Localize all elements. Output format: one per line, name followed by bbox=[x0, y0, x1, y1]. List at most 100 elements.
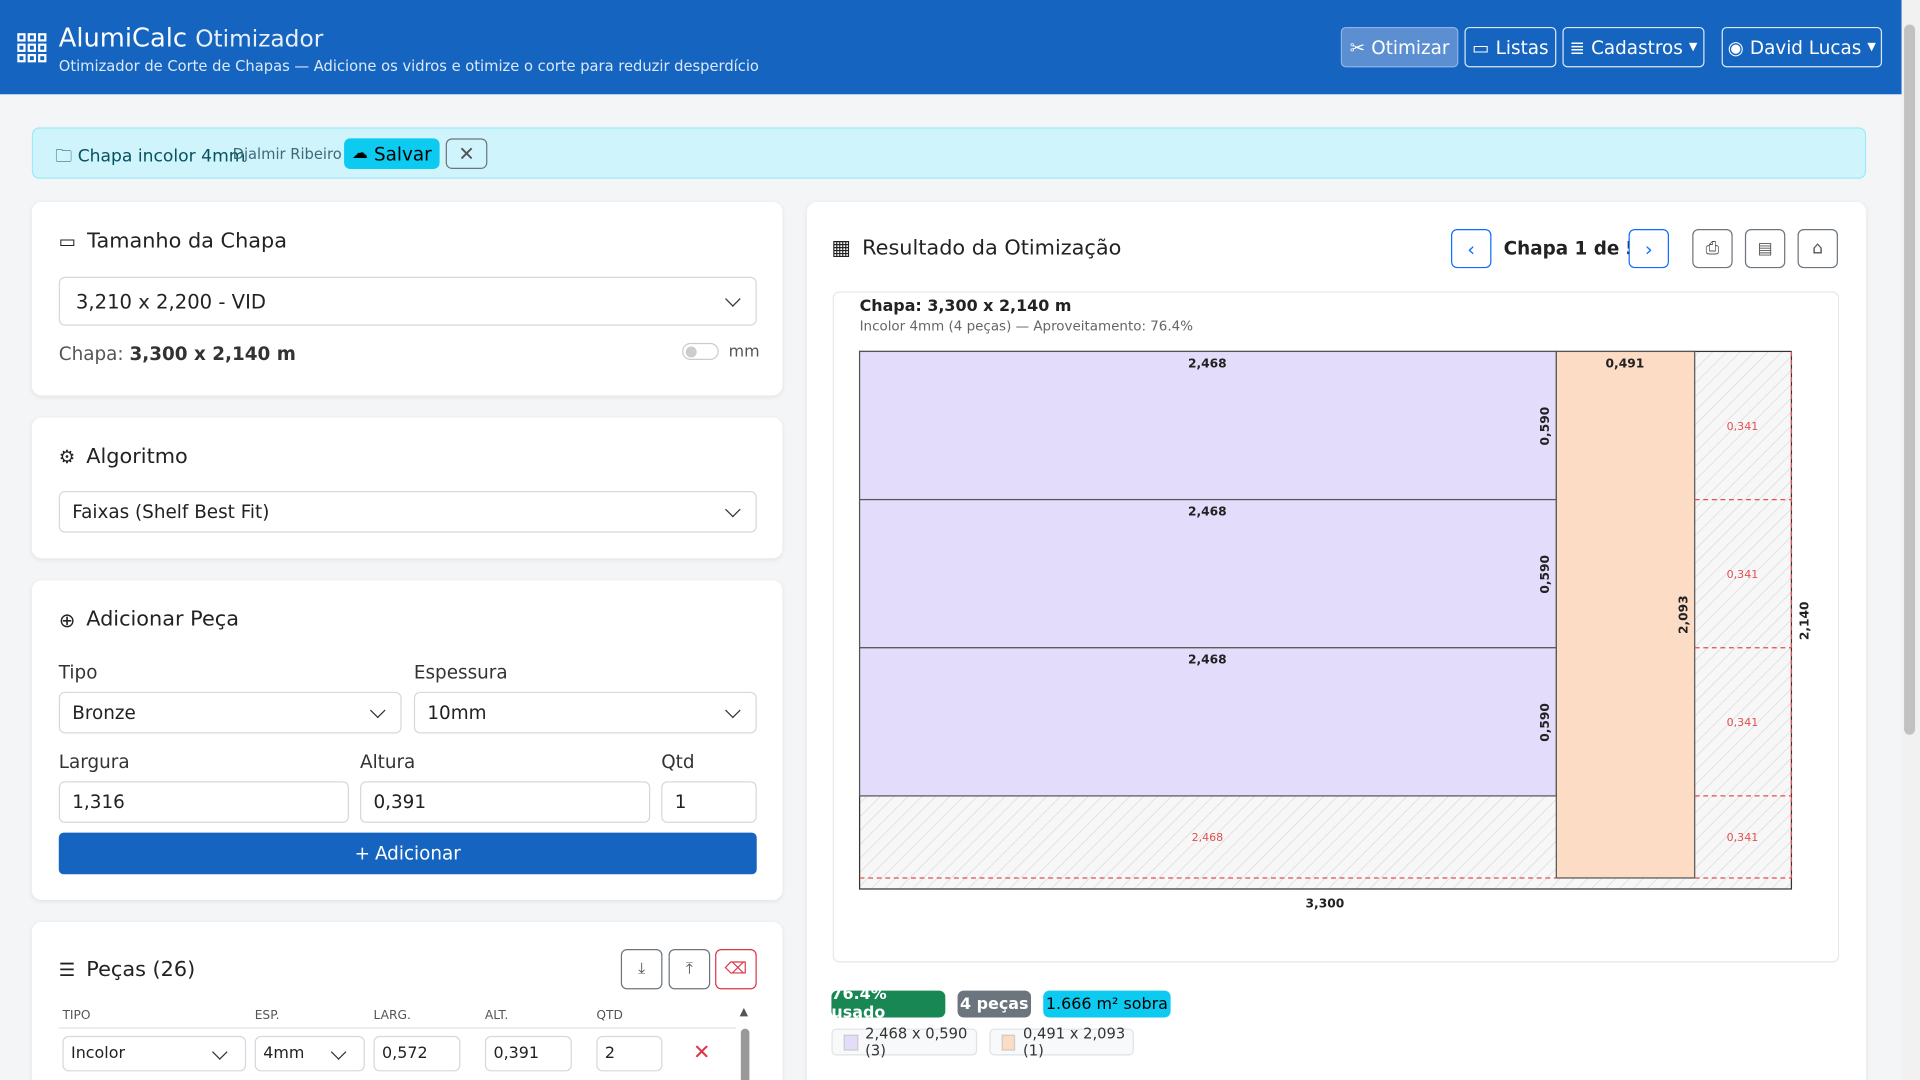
decoration: + bbox=[354, 842, 371, 865]
print-button[interactable]: ⎙ bbox=[1692, 228, 1733, 269]
save-button[interactable]: ☁ Salvar bbox=[344, 138, 440, 169]
text: Faixas (Shelf Best Fit) bbox=[72, 500, 270, 523]
text: Otimizar bbox=[1371, 36, 1450, 59]
text: Listas bbox=[1495, 36, 1549, 59]
piece bbox=[858, 350, 1557, 501]
decoration: ≣ bbox=[1569, 36, 1585, 59]
badge-pieces: 4 peças bbox=[957, 990, 1032, 1018]
text: 2,468 x 0,590 (3) bbox=[865, 1024, 968, 1060]
decoration bbox=[725, 291, 741, 307]
row-height[interactable]: 0,391 bbox=[484, 1035, 572, 1072]
row-qty[interactable]: 2 bbox=[596, 1035, 663, 1072]
width-input[interactable]: 1,316 bbox=[58, 781, 349, 823]
text: Chapa incolor 4mm bbox=[77, 146, 246, 167]
nav-listas[interactable]: ▭ Listas bbox=[1464, 26, 1557, 68]
decoration: ✂ bbox=[1349, 36, 1366, 59]
col-header: QTD bbox=[596, 1008, 623, 1023]
height-input[interactable]: 0,391 bbox=[360, 781, 651, 823]
scrap-label: 2,468 bbox=[1192, 831, 1224, 844]
brand-name: AlumiCalc bbox=[58, 23, 188, 53]
piece bbox=[858, 498, 1557, 649]
decoration bbox=[858, 350, 1696, 879]
decoration: ▲ bbox=[739, 1006, 749, 1019]
decoration bbox=[27, 33, 37, 42]
table-header bbox=[58, 1004, 736, 1029]
decoration bbox=[740, 1028, 750, 1080]
sheet-subtitle: Incolor 4mm (4 peças) — Aproveitamento: … bbox=[860, 320, 1194, 335]
decoration bbox=[27, 43, 37, 52]
piece-label: 0,590 bbox=[1538, 407, 1552, 446]
nav-cadastros[interactable]: ≣ Cadastros ▼ bbox=[1562, 26, 1705, 68]
piece-label: 0,491 bbox=[1606, 356, 1645, 370]
nav-otimizar[interactable]: ✂ Otimizar bbox=[1340, 26, 1459, 68]
qty-label: Qtd bbox=[661, 750, 695, 773]
badge-used: 76.4% usado bbox=[831, 986, 946, 1022]
banner bbox=[31, 127, 1867, 179]
decoration bbox=[725, 702, 741, 719]
brand: AlumiCalc Otimizador bbox=[59, 23, 323, 52]
label-button[interactable]: ⌂ bbox=[1797, 228, 1838, 269]
report-button[interactable]: ▤ bbox=[1744, 228, 1786, 269]
legend-item: 2,468 x 0,590 (3) bbox=[831, 1025, 978, 1059]
decoration bbox=[17, 33, 26, 42]
import-button[interactable]: ⤓ bbox=[620, 948, 663, 990]
decoration bbox=[1904, 24, 1916, 735]
decoration: ▼ bbox=[1867, 41, 1876, 54]
decoration: ☰ bbox=[58, 958, 76, 981]
sheet-size-select[interactable]: 3,210 x 2,200 - VID bbox=[58, 276, 757, 326]
text: Algoritmo bbox=[86, 444, 188, 469]
text: Adicionar bbox=[374, 842, 461, 865]
scrap-label: 0,341 bbox=[1727, 568, 1759, 581]
qty-input[interactable]: 1 bbox=[661, 781, 757, 823]
export-button[interactable]: ⤒ bbox=[668, 948, 711, 990]
decoration bbox=[17, 33, 47, 63]
row-width[interactable]: 0,572 bbox=[373, 1035, 461, 1072]
scrollbar[interactable] bbox=[1901, 0, 1920, 1080]
text: Incolor bbox=[71, 1044, 126, 1063]
prev-button[interactable]: ‹ bbox=[1451, 228, 1492, 269]
decoration bbox=[330, 1043, 347, 1060]
decoration bbox=[212, 1043, 228, 1060]
decoration: ▭ bbox=[1472, 36, 1490, 59]
text: 0,491 x 2,093 (1) bbox=[1023, 1024, 1126, 1060]
user-menu[interactable]: ◉ David Lucas ▼ bbox=[1721, 26, 1883, 68]
close-button[interactable]: ✕ bbox=[445, 138, 488, 169]
piece-label: 2,468 bbox=[1188, 356, 1227, 370]
table-scrollbar[interactable]: ▲ bbox=[738, 1007, 753, 1080]
decoration bbox=[17, 43, 26, 52]
algorithm-select[interactable]: Faixas (Shelf Best Fit) bbox=[58, 491, 757, 533]
menu-icon[interactable] bbox=[17, 33, 47, 63]
clear-button[interactable]: ⌫ bbox=[715, 948, 757, 990]
cutting-diagram: Chapa: 3,300 x 2,140 m Incolor 4mm (4 pe… bbox=[832, 291, 1840, 963]
thickness-select[interactable]: 10mm bbox=[413, 691, 757, 734]
unit-toggle[interactable] bbox=[682, 342, 719, 361]
header bbox=[0, 0, 1902, 95]
decoration bbox=[843, 1034, 858, 1051]
decoration bbox=[685, 346, 697, 358]
row-type[interactable]: Incolor bbox=[62, 1035, 247, 1072]
decoration: ▭ bbox=[58, 230, 77, 253]
col-header: LARG. bbox=[373, 1008, 411, 1023]
width-label: Largura bbox=[58, 750, 130, 773]
decoration: ☁ bbox=[351, 144, 368, 163]
decoration bbox=[38, 33, 47, 42]
decoration: 2,468 2,468 2,468 0,590 0,590 0,590 0,49… bbox=[1188, 356, 1812, 910]
piece-label: 2,093 bbox=[1676, 595, 1690, 634]
row-thickness[interactable]: 4mm bbox=[254, 1035, 365, 1072]
height-label: Altura bbox=[360, 750, 416, 773]
unit-label: mm bbox=[728, 342, 760, 362]
algorithm-title: ⚙ Algoritmo bbox=[59, 444, 188, 468]
type-label: Tipo bbox=[58, 661, 98, 684]
decoration bbox=[725, 501, 741, 518]
row-delete[interactable]: ✕ bbox=[693, 1040, 711, 1066]
type-select[interactable]: Bronze bbox=[58, 691, 402, 734]
pieces-title: ☰ Peças (26) bbox=[59, 958, 196, 982]
add-button[interactable]: + Adicionar bbox=[58, 832, 757, 875]
decoration: ⊕ bbox=[58, 607, 76, 632]
next-button[interactable]: › bbox=[1628, 228, 1669, 269]
text: 3,210 x 2,200 - VID bbox=[75, 289, 266, 313]
piece-label: 2,468 bbox=[1188, 653, 1227, 667]
text: Chapa: bbox=[58, 342, 124, 365]
decoration bbox=[1001, 1034, 1016, 1051]
